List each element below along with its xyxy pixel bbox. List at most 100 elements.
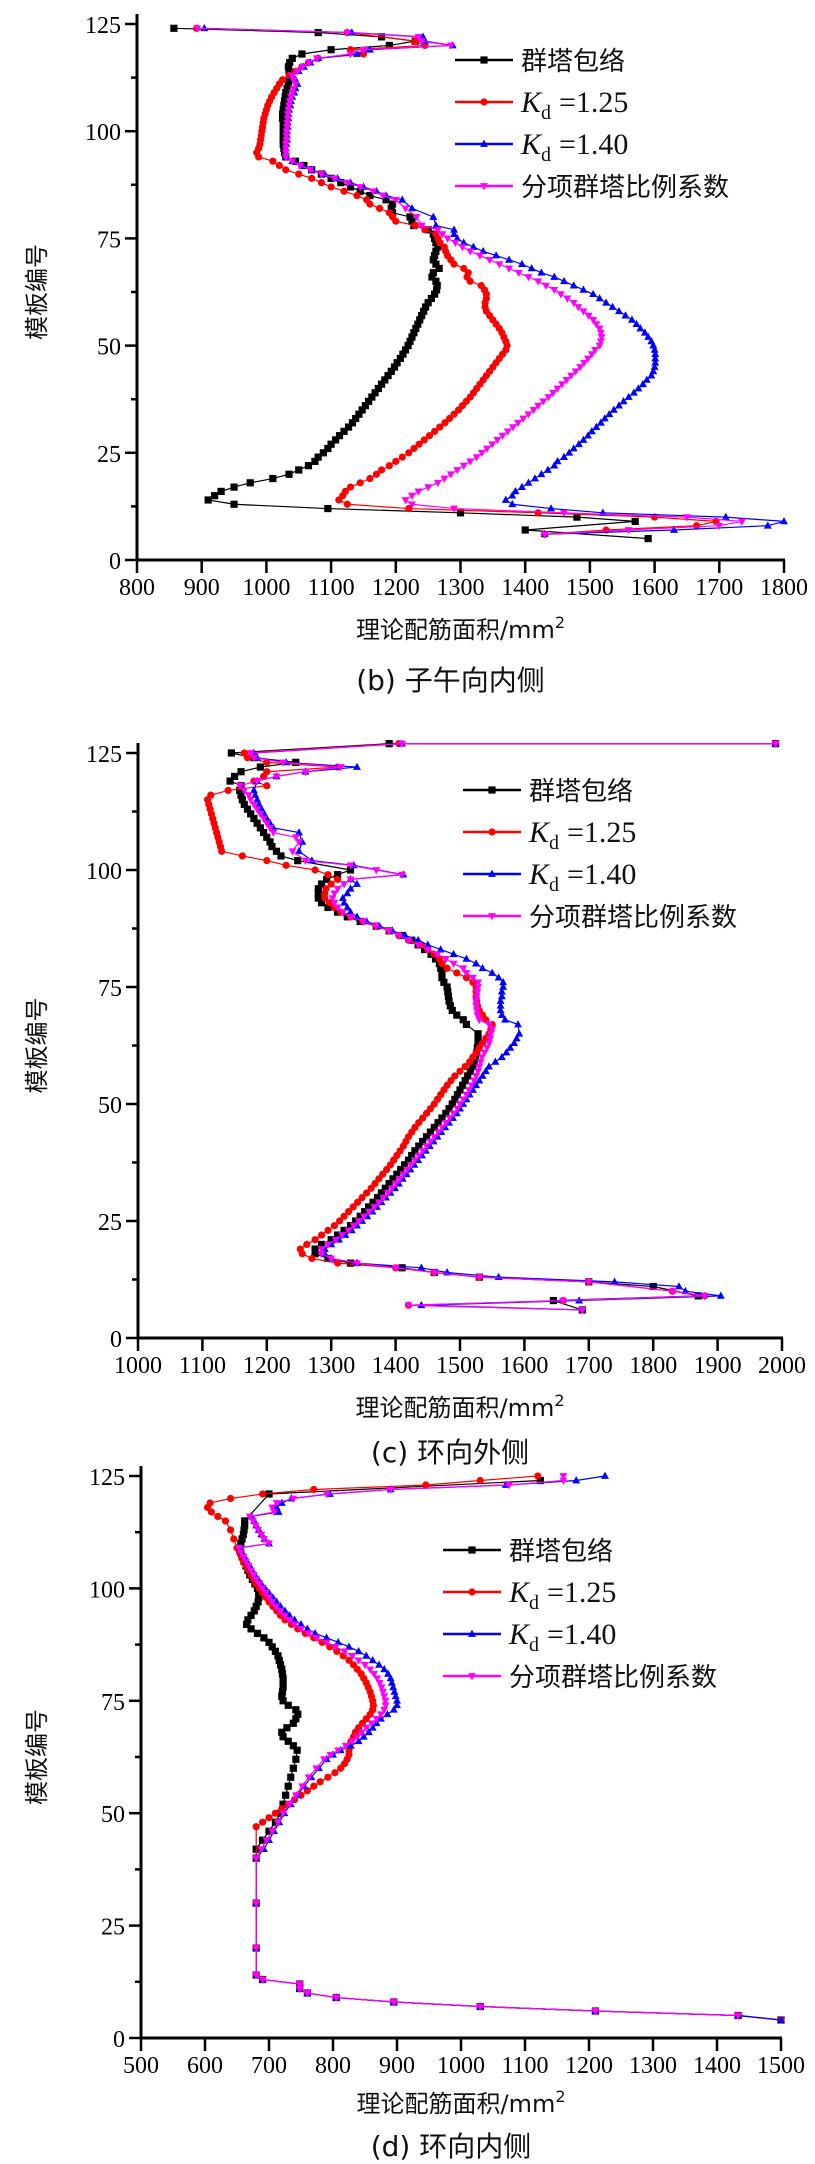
data-point-circle xyxy=(308,1254,316,1263)
data-point-triangle-up xyxy=(429,212,438,220)
data-point-triangle-down xyxy=(434,1129,443,1137)
data-point-triangle-up xyxy=(494,973,503,981)
data-point-triangle-up xyxy=(431,221,440,229)
data-point-triangle-up xyxy=(638,379,647,388)
data-point-triangle-down xyxy=(408,501,416,509)
data-point-triangle-up xyxy=(380,1665,389,1673)
data-point-triangle-up xyxy=(550,461,559,469)
data-point-triangle-up xyxy=(389,1705,398,1713)
data-point-square xyxy=(292,1755,300,1763)
data-point-square xyxy=(474,1030,482,1038)
data-point-triangle-up xyxy=(450,225,458,233)
data-point-circle xyxy=(376,204,384,212)
data-point-circle xyxy=(341,487,349,495)
data-point-triangle-down xyxy=(433,479,442,488)
data-point-triangle-up xyxy=(375,1660,384,1668)
data-point-triangle-down xyxy=(312,55,321,63)
data-point-triangle-down xyxy=(380,1706,389,1715)
data-point-triangle-down xyxy=(449,1110,458,1118)
x-tick-label: 1800 xyxy=(629,1353,677,1379)
data-point-triangle-up xyxy=(592,422,601,430)
data-point-triangle-down xyxy=(370,1204,379,1212)
data-point-triangle-down xyxy=(282,128,291,136)
data-point-triangle-down xyxy=(252,1855,261,1863)
data-point-triangle-down xyxy=(253,778,262,786)
x-tick-label: 1400 xyxy=(372,1353,420,1379)
data-point-triangle-down xyxy=(349,1222,358,1230)
data-point-triangle-down xyxy=(587,351,596,359)
data-point-triangle-down xyxy=(244,792,253,800)
data-point-triangle-up xyxy=(501,1015,510,1023)
legend-label: Kd =1.25 xyxy=(528,816,636,854)
data-point-triangle-down xyxy=(331,1643,340,1652)
data-point-triangle-down xyxy=(279,1810,288,1818)
data-point-triangle-down xyxy=(477,449,486,458)
data-point-triangle-up xyxy=(512,1034,521,1042)
data-point-square xyxy=(644,534,652,543)
data-point-triangle-down xyxy=(541,282,550,290)
data-point-triangle-up xyxy=(354,1647,363,1655)
data-point-triangle-down xyxy=(281,149,290,157)
data-point-triangle-down xyxy=(466,248,475,256)
data-point-circle xyxy=(221,1517,230,1525)
data-point-triangle-down xyxy=(508,424,517,432)
data-point-triangle-down xyxy=(485,1040,493,1048)
data-point-triangle-up xyxy=(647,371,656,379)
chart-panel-0: 0 25 50 75 100 125 800 900 1000 1100 1200 1300 1400 1… xyxy=(23,13,808,697)
data-point-triangle-up xyxy=(497,1052,506,1061)
legend-label: Kd =1.40 xyxy=(520,128,628,166)
x-tick-label: 1000 xyxy=(437,2053,485,2079)
data-point-triangle-down xyxy=(365,1208,374,1216)
data-point-triangle-down xyxy=(272,1603,280,1611)
data-point-triangle-down xyxy=(465,1087,473,1095)
data-point-triangle-up xyxy=(496,996,505,1004)
data-point-triangle-down xyxy=(288,72,297,80)
data-point-square xyxy=(327,46,335,54)
data-point-circle xyxy=(476,1476,484,1485)
data-point-triangle-down xyxy=(254,1527,263,1535)
data-point-triangle-down xyxy=(398,871,406,879)
data-point-triangle-up xyxy=(347,28,356,36)
data-point-triangle-down xyxy=(332,1994,341,2002)
data-point-triangle-up xyxy=(619,397,628,405)
data-point-triangle-down xyxy=(253,806,262,814)
data-point-triangle-down xyxy=(296,162,305,170)
data-point-circle xyxy=(334,875,342,883)
legend-value: =1.25 xyxy=(567,816,636,849)
data-point-triangle-down xyxy=(301,768,310,777)
data-point-square xyxy=(324,504,332,513)
data-point-triangle-down xyxy=(391,196,400,205)
legend-k: K xyxy=(520,128,543,161)
data-point-triangle-down xyxy=(372,1715,381,1724)
data-point-triangle-down xyxy=(519,415,528,423)
data-point-triangle-down xyxy=(529,407,538,415)
data-point-triangle-down xyxy=(366,1666,375,1674)
data-point-square xyxy=(287,1773,295,1781)
data-point-square xyxy=(241,1517,249,1525)
data-point-triangle-up xyxy=(393,1700,401,1709)
data-point-square xyxy=(573,513,581,521)
data-point-square xyxy=(230,483,238,491)
data-point-triangle-down xyxy=(503,428,512,436)
y-tick-label: 50 xyxy=(98,1093,122,1119)
data-point-triangle-down xyxy=(235,782,244,791)
legend-label: 分项群塔比例系数 xyxy=(521,173,729,203)
data-point-square xyxy=(256,763,264,771)
x-axis-label: 理论配筋面积/mm2 xyxy=(356,613,565,644)
data-point-triangle-up xyxy=(506,1043,515,1051)
data-point-triangle-down xyxy=(458,244,467,252)
data-point-circle xyxy=(207,791,215,799)
data-point-triangle-down xyxy=(251,1522,260,1530)
data-point-square xyxy=(237,768,245,776)
data-point-triangle-up xyxy=(478,1071,487,1079)
data-point-circle xyxy=(456,1067,464,1075)
data-point-triangle-up xyxy=(497,992,506,1000)
data-point-triangle-down xyxy=(359,46,368,55)
data-point-circle xyxy=(344,1208,353,1216)
data-point-triangle-down xyxy=(591,347,600,355)
data-point-triangle-down xyxy=(374,1199,383,1207)
data-point-circle xyxy=(354,1198,362,1206)
y-tick-label: 25 xyxy=(101,1915,125,1941)
legend-k: K xyxy=(520,86,543,119)
data-point-triangle-up xyxy=(514,1020,522,1028)
